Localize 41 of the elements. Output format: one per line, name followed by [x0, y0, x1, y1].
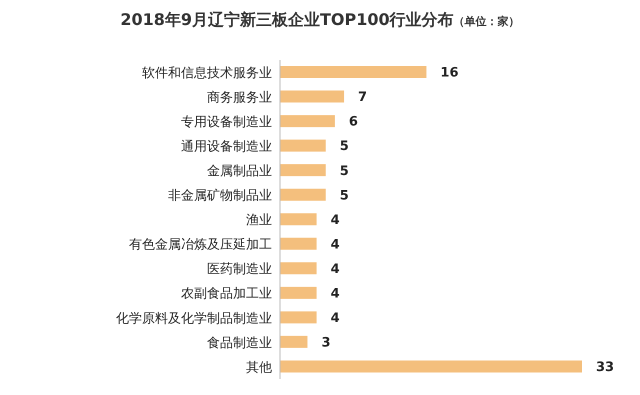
y-tick-label: 其他: [246, 360, 272, 376]
y-tick-label: 医药制造业: [207, 262, 272, 278]
data-label: 5: [340, 139, 349, 154]
y-tick-label: 专用设备制造业: [181, 114, 272, 130]
bar: [280, 262, 317, 274]
data-label: 6: [348, 114, 358, 130]
y-tick-label: 渔业: [246, 213, 272, 228]
data-label: 5: [340, 164, 349, 179]
bar: [280, 140, 326, 152]
chart-title: 2018年9月辽宁新三板企业TOP100行业分布: [120, 10, 454, 29]
data-label: 4: [330, 311, 340, 326]
y-tick-label: 软件和信息技术服务业: [142, 66, 272, 81]
y-tick-label: 化学原料及化学制品制造业: [116, 311, 272, 326]
data-label: 3: [321, 336, 330, 351]
data-label: 16: [440, 66, 459, 81]
data-label: 4: [330, 286, 340, 302]
bar: [280, 66, 426, 78]
data-label: 4: [330, 262, 340, 277]
chart-subtitle: （单位：家）: [454, 15, 520, 28]
y-tick-label: 食品制造业: [207, 336, 272, 351]
bar: [280, 115, 335, 128]
bar: [280, 311, 317, 324]
y-tick-label: 农副食品加工业: [181, 286, 272, 302]
bar: [280, 360, 582, 372]
data-label: 33: [596, 360, 614, 376]
bar: [280, 188, 326, 201]
y-tick-label: 通用设备制造业: [181, 140, 272, 154]
bar: [280, 286, 317, 299]
bar: [280, 336, 308, 348]
bar: [280, 213, 317, 226]
y-tick-label: 金属制品业: [207, 164, 272, 180]
y-tick-label: 有色金属冶炼及压延加工: [129, 238, 272, 253]
data-label: 4: [330, 212, 340, 228]
data-label: 7: [358, 90, 368, 106]
data-label: 4: [330, 237, 340, 252]
bar: [280, 164, 326, 176]
y-tick-label: 商务服务业: [207, 90, 272, 106]
bar: [280, 90, 344, 103]
y-tick-label: 非金属矿物制品业: [168, 188, 272, 204]
data-label: 5: [340, 188, 349, 204]
bar: [280, 238, 317, 250]
